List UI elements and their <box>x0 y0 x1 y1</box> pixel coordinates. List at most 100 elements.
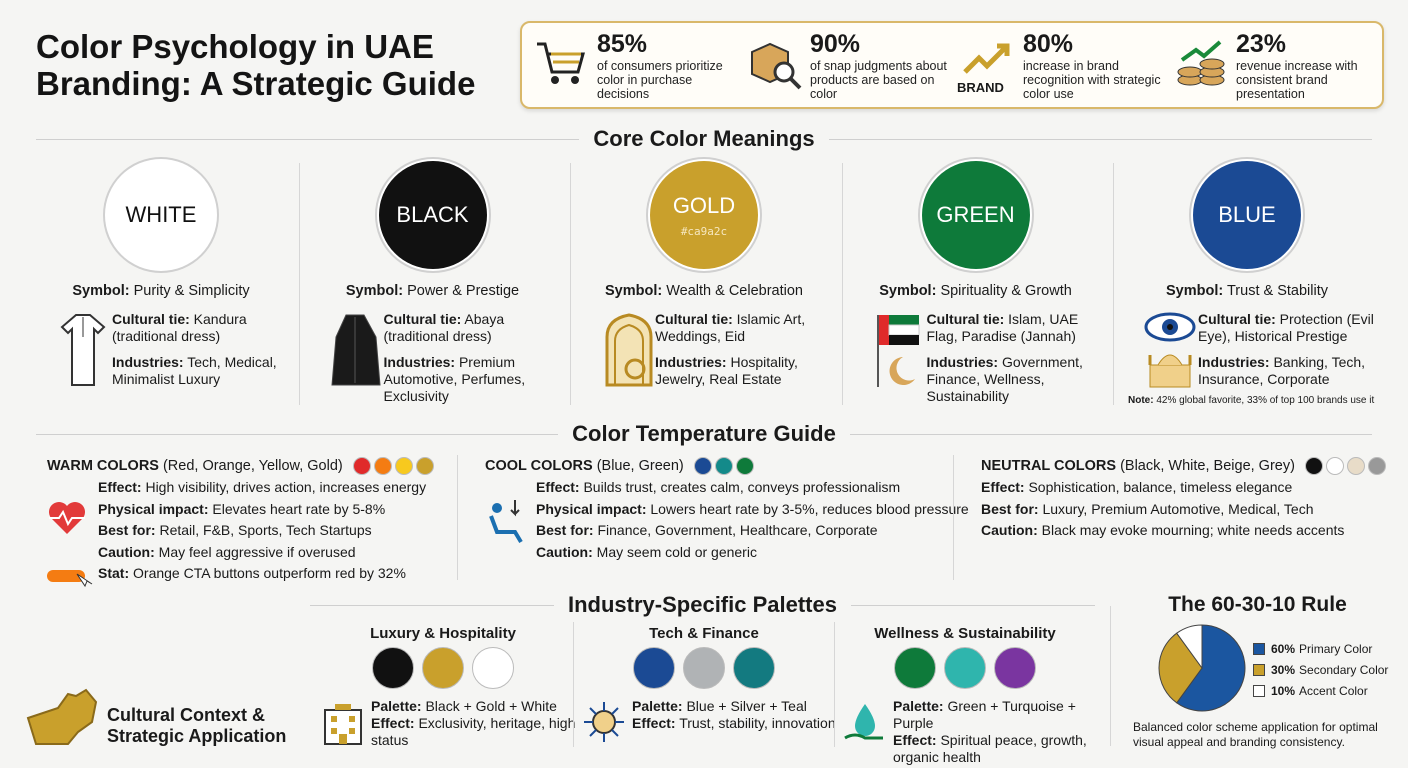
row-text: Abaya (traditional dress) <box>383 311 505 344</box>
pie-slice <box>1158 632 1203 704</box>
symbol: Symbol: Purity & Simplicity <box>28 283 294 299</box>
temp-row-wrap: Best for: Luxury, Premium Automotive, Me… <box>981 501 1408 522</box>
row-label: Effect: <box>632 715 676 731</box>
palette-swatch <box>733 647 775 689</box>
swatch <box>1367 457 1386 475</box>
row-text: Kandura (traditional dress) <box>112 311 247 344</box>
row-text: Islam, UAE Flag, Paradise (Jannah) <box>926 311 1079 344</box>
symbol: Symbol: Power & Prestige <box>300 283 566 299</box>
icon-shape <box>47 570 85 582</box>
legend-item: 10% Accent Color <box>1253 682 1393 700</box>
legend-item: 30% Secondary Color <box>1253 661 1393 679</box>
icon-shape <box>335 704 351 710</box>
icon-shape <box>889 357 915 385</box>
icon-shape <box>773 61 795 83</box>
temp-row: Effect: Sophistication, balance, timeles… <box>981 479 1408 495</box>
stat-value: 85% <box>597 30 648 58</box>
icon-shape <box>331 716 355 744</box>
legend-swatch <box>1253 664 1265 676</box>
row-label: Cultural tie: <box>655 311 733 327</box>
group-sub: (Black, White, Beige, Grey) <box>1120 458 1295 474</box>
symbol-line: Symbol: Purity & Simplicity <box>28 283 294 303</box>
temp-row-wrap: Best for: Retail, F&B, Sports, Tech Star… <box>98 522 538 543</box>
cultural-tie: Cultural tie: Islam, UAE Flag, Paradise … <box>927 311 1113 345</box>
color-name: WHITE <box>125 202 197 227</box>
row-text: May seem cold or generic <box>596 543 757 560</box>
symbol-line: Symbol: Trust & Stability <box>1114 283 1380 303</box>
section-title-wrap: Core Color Meanings <box>36 125 1372 153</box>
legend-swatch <box>1253 643 1265 655</box>
color-circle: GOLD #ca9a2c <box>650 161 758 269</box>
row-text: Trust & Stability <box>1226 283 1328 299</box>
palette-row: Palette: Green + Turquoise + Purple <box>893 698 1113 732</box>
stats-box <box>520 21 1384 109</box>
icon-shape <box>614 323 644 385</box>
row-label: Effect: <box>981 479 1025 495</box>
row-label: Effect: <box>98 479 142 495</box>
icon-shape <box>489 515 523 544</box>
row-label: Physical impact: <box>536 500 647 517</box>
palette-swatch <box>372 647 414 689</box>
row-label: Effect: <box>371 715 415 731</box>
row-text: Protection (Evil Eye), Historical Presti… <box>1198 311 1374 344</box>
temp-row-wrap: Best for: Finance, Government, Healthcar… <box>536 522 976 543</box>
row-label: Cultural tie: <box>1198 311 1276 327</box>
row-text: May feel aggressive if overused <box>158 543 356 560</box>
icon-shape <box>855 704 875 736</box>
row-text: Hospitality, Jewelry, Real Estate <box>655 354 798 387</box>
group-head: WARM COLORS (Red, Orange, Yellow, Gold) <box>47 455 477 477</box>
row-label: Physical impact: <box>98 500 209 517</box>
swatch <box>373 457 392 475</box>
temp-row-wrap: Caution: May seem cold or generic <box>536 544 976 565</box>
legend-name: Accent Color <box>1299 684 1368 698</box>
row-label: Best for: <box>981 500 1039 517</box>
group-title: NEUTRAL COLORS <box>981 458 1117 474</box>
icon <box>1144 312 1196 388</box>
icon <box>605 313 653 387</box>
column-divider <box>841 163 843 405</box>
row-label: Palette: <box>371 698 422 714</box>
section-title-wrap: Color Temperature Guide <box>36 420 1372 448</box>
temp-row: Caution: May seem cold or generic <box>536 544 976 560</box>
icon <box>537 42 585 84</box>
swatch <box>394 457 413 475</box>
icon-shape <box>624 358 646 380</box>
row-label: Best for: <box>98 522 156 538</box>
row-label: Symbol: <box>72 283 130 299</box>
row-text: Government, Finance, Wellness, Sustainab… <box>926 354 1083 404</box>
row-label: Cultural tie: <box>112 311 190 327</box>
effect-row: Effect: Trust, stability, innovation <box>632 715 852 732</box>
industries: Industries: Hospitality, Jewelry, Real E… <box>655 354 841 388</box>
row-label: Cultural tie: <box>383 311 462 327</box>
icon-shape <box>1149 364 1191 388</box>
temp-row: Caution: Black may evoke mourning; white… <box>981 522 1408 538</box>
color-hex: #ca9a2c <box>680 224 728 238</box>
temp-row-wrap: Stat: Orange CTA buttons outperform red … <box>98 565 538 586</box>
group-sub: (Red, Orange, Yellow, Gold) <box>162 458 343 474</box>
icon-shape <box>888 335 919 345</box>
palette-swatch <box>894 647 936 689</box>
column-divider <box>457 455 458 580</box>
row-text: Blue + Silver + Teal <box>686 698 807 714</box>
swatch <box>1304 457 1323 475</box>
temp-row-wrap: Effect: Builds trust, creates calm, conv… <box>536 479 976 500</box>
icon-shape <box>510 500 520 517</box>
icon-label: BRAND <box>957 80 1004 95</box>
row-text: Wealth & Celebration <box>666 283 803 299</box>
temp-row: Caution: May feel aggressive if overused <box>98 544 538 560</box>
color-circle: BLACK <box>378 161 487 269</box>
palette-row: Palette: Black + Gold + White <box>371 698 591 715</box>
symbol-line: Symbol: Wealth & Celebration <box>571 283 837 303</box>
column-divider <box>1113 163 1114 405</box>
column-divider <box>953 455 954 580</box>
symbol: Symbol: Spirituality & Growth <box>843 283 1109 299</box>
row-text: Finance, Government, Healthcare, Corpora… <box>597 522 878 538</box>
row-text: Green + Turquoise + Purple <box>893 698 1076 731</box>
icon-shape <box>551 76 559 84</box>
row-label: Symbol: <box>1166 283 1224 299</box>
symbol: Symbol: Wealth & Celebration <box>571 283 837 299</box>
legend-value: 30% <box>1271 663 1296 677</box>
temp-row-wrap: Caution: May feel aggressive if overused <box>98 544 538 565</box>
legend-swatch <box>1253 685 1265 697</box>
temp-row-wrap: Effect: High visibility, drives action, … <box>98 479 538 500</box>
